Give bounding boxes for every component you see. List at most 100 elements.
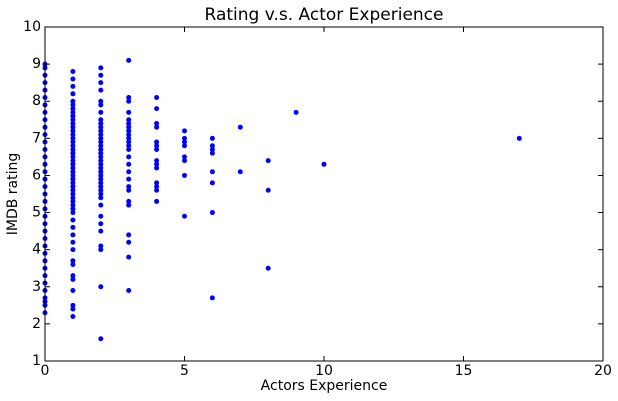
scatter-point [70,128,76,134]
scatter-point [154,120,160,126]
scatter-point [209,169,215,175]
scatter-point [98,180,104,186]
scatter-point [98,128,104,134]
scatter-point [126,109,132,115]
scatter-point [70,287,76,293]
scatter-point [182,135,187,141]
scatter-point [98,336,104,342]
scatter-point [209,150,215,156]
scatter-point [126,124,132,130]
y-tick-label: 3 [32,279,41,295]
scatter-point [126,176,132,182]
scatter-point [126,287,132,293]
scatter-point [70,124,76,130]
x-axis-label: Actors Experience [261,378,388,394]
scatter-point [154,187,160,193]
scatter-point [98,187,104,193]
scatter-point [209,146,215,152]
scatter-point [154,180,160,186]
x-tick-label: 5 [180,363,189,379]
scatter-point [98,135,104,141]
scatter-point [126,161,132,167]
scatter-point [70,139,76,145]
scatter-point [126,169,132,175]
scatter-point [70,106,76,112]
scatter-point [98,191,104,197]
scatter-point [154,106,160,112]
scatter-point [126,239,132,245]
scatter-point [98,169,104,175]
scatter-point [98,146,104,152]
scatter-point [70,98,76,104]
scatter-point [182,213,187,219]
scatter-point [70,176,76,182]
scatter-point [98,150,104,156]
scatter-point [98,284,104,290]
scatter-point [70,150,76,156]
plot-points [42,57,522,342]
scatter-point [154,198,160,204]
scatter-point [70,132,76,138]
y-tick-label: 9 [32,56,41,72]
scatter-point [70,143,76,149]
scatter-point [154,146,160,152]
scatter-point [98,72,104,78]
scatter-point [182,143,187,149]
y-tick-label: 2 [32,316,41,332]
scatter-point [126,139,132,145]
scatter-point [98,184,104,190]
scatter-point [182,172,187,178]
scatter-point [126,95,132,101]
y-tick-label: 8 [32,93,41,109]
y-axis-label: IMDB rating [5,153,21,236]
scatter-point [126,132,132,138]
scatter-point [70,191,76,197]
scatter-point [70,69,76,75]
scatter-point [70,120,76,126]
scatter-point [98,213,104,219]
scatter-point [154,184,160,190]
scatter-point [70,172,76,178]
scatter-point [182,158,187,164]
scatter-point [98,120,104,126]
scatter-point [126,128,132,134]
scatter-point [293,109,299,115]
scatter-point [98,228,104,234]
scatter-point [126,232,132,238]
scatter-point [126,154,132,160]
scatter-point [70,158,76,164]
scatter-point [98,202,104,208]
scatter-point [98,195,104,201]
scatter-point [70,232,76,238]
scatter-point [98,109,104,115]
scatter-point [209,210,215,216]
scatter-point [98,176,104,182]
scatter-point [98,87,104,93]
scatter-point [126,202,132,208]
scatter-point [70,113,76,119]
scatter-point [70,247,76,253]
scatter-point [209,180,215,186]
scatter-point [70,224,76,230]
scatter-point [126,117,132,123]
scatter-point [237,169,243,175]
scatter-point [70,198,76,204]
scatter-point [98,132,104,138]
scatter-point [98,221,104,227]
scatter-point [154,161,160,167]
scatter-point [209,135,215,141]
scatter-point [70,146,76,152]
scatter-point [126,57,132,63]
scatter-point [126,120,132,126]
scatter-point [70,217,76,223]
scatter-point [70,180,76,186]
scatter-point [70,202,76,208]
scatter-point [70,195,76,201]
scatter-point [70,206,76,212]
scatter-point [70,187,76,193]
scatter-point [265,187,271,193]
scatter-point [70,161,76,167]
